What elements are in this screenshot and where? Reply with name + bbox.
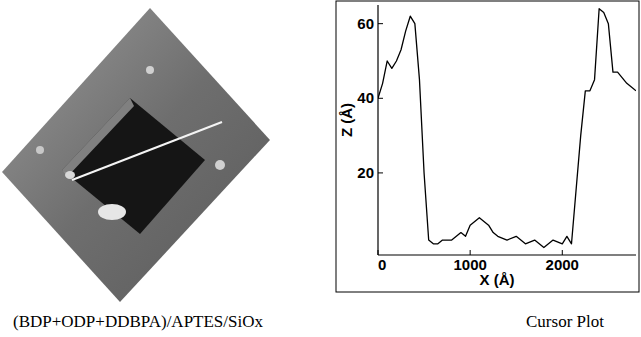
- x-tick: [470, 250, 471, 255]
- caption: (BDP+ODP+DDBPA)/APTES/SiOx: [13, 312, 263, 331]
- x-tick-label: 2000: [546, 256, 579, 273]
- afm-bump: [65, 171, 75, 179]
- y-tick-label: 40: [357, 89, 374, 106]
- x-tick: [378, 250, 379, 255]
- profile-line: [378, 9, 636, 248]
- x-tick-label: 0: [378, 256, 386, 273]
- afm-edge: [62, 98, 134, 176]
- y-axis: [377, 5, 378, 255]
- chart-title: Cursor Plot: [526, 312, 604, 331]
- x-axis: [378, 254, 636, 255]
- afm-bump: [146, 66, 154, 74]
- plot-area: [378, 9, 636, 248]
- y-tick: [378, 172, 383, 173]
- afm-bump: [215, 160, 225, 170]
- x-axis-label: X (Å): [480, 271, 515, 288]
- afm-bump: [98, 204, 126, 220]
- y-tick-label: 60: [357, 15, 374, 32]
- afm-surface: [2, 8, 270, 302]
- y-axis-label: Z (Å): [338, 103, 355, 137]
- cursor-line: [72, 122, 222, 180]
- y-tick: [378, 23, 383, 24]
- afm-bump: [36, 146, 44, 154]
- afm-hole: [62, 98, 205, 234]
- y-tick-label: 20: [357, 164, 374, 181]
- afm-image: [2, 8, 270, 302]
- panel-frame: [336, 1, 639, 292]
- figure: (BDP+ODP+DDBPA)/APTES/SiOx01000200020406…: [0, 0, 641, 337]
- x-tick: [562, 250, 563, 255]
